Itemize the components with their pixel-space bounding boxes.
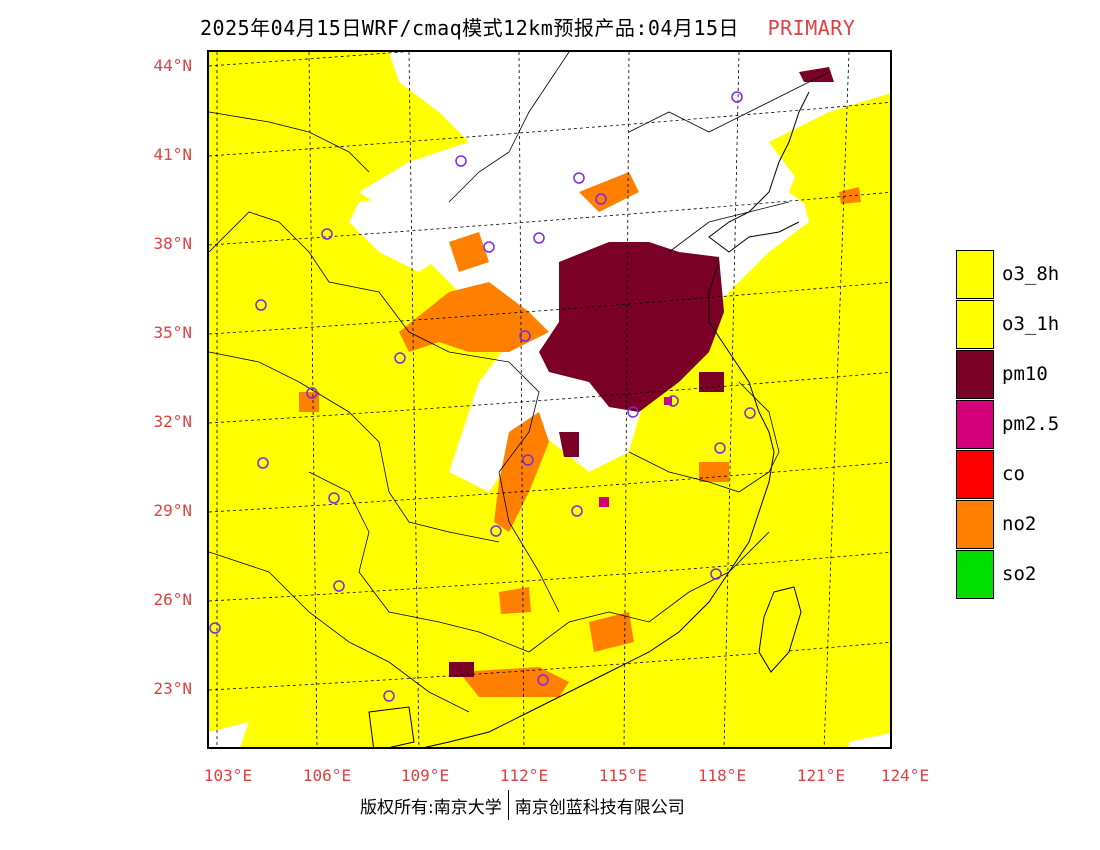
station-marker xyxy=(255,299,267,311)
legend-label: o3_1h xyxy=(1002,313,1060,335)
clean-area-se xyxy=(849,732,890,747)
lat-label-32: 32°N xyxy=(153,412,192,431)
copyright-left: 版权所有:南京大学 xyxy=(360,797,502,818)
station-marker xyxy=(744,407,756,419)
lat-label-26: 26°N xyxy=(153,590,192,609)
legend-label: no2 xyxy=(1002,513,1037,535)
no2-area-1 xyxy=(399,282,549,352)
legend-swatch xyxy=(956,299,994,349)
station-marker xyxy=(328,492,340,504)
station-marker xyxy=(573,172,585,184)
station-marker xyxy=(595,193,607,205)
lon-label-121: 121°E xyxy=(796,766,846,785)
lat-label-38: 38°N xyxy=(153,234,192,253)
footer-divider xyxy=(507,790,509,820)
legend-label: pm10 xyxy=(1002,363,1048,385)
lat-label-44: 44°N xyxy=(153,56,192,75)
pm10-area-main xyxy=(539,242,724,412)
lon-label-103: 103°E xyxy=(203,766,253,785)
clean-area-west xyxy=(349,192,449,272)
clean-area-sw xyxy=(209,722,249,747)
lat-label-41: 41°N xyxy=(153,145,192,164)
pm10-area-south xyxy=(559,432,579,457)
legend-swatch xyxy=(956,249,994,299)
lon-label-109: 109°E xyxy=(400,766,450,785)
legend-label: so2 xyxy=(1002,563,1037,585)
coastline xyxy=(424,91,810,747)
title-text: 2025年04月15日WRF/cmaq模式12km预报产品:04月15日 xyxy=(200,16,740,40)
no2-area-2 xyxy=(449,232,489,272)
no2-area-3 xyxy=(494,412,549,532)
station-marker xyxy=(667,395,679,407)
no2-areas xyxy=(299,172,861,697)
legend-label: co xyxy=(1002,463,1025,485)
station-marker xyxy=(333,580,345,592)
legend-swatch xyxy=(956,499,994,549)
legend-swatch xyxy=(956,449,994,499)
station-marker xyxy=(209,622,221,634)
legend-label: o3_8h xyxy=(1002,263,1060,285)
title-tag: PRIMARY xyxy=(767,16,856,40)
lat-label-35: 35°N xyxy=(153,323,192,342)
legend-swatch xyxy=(956,349,994,399)
legend-item-so2: so2 xyxy=(956,549,1059,599)
station-marker xyxy=(571,505,583,517)
station-marker xyxy=(257,457,269,469)
legend-label: pm2.5 xyxy=(1002,413,1060,435)
pollutant-map xyxy=(207,50,892,749)
station-markers xyxy=(209,91,756,702)
legend-swatch xyxy=(956,549,994,599)
station-marker xyxy=(537,674,549,686)
station-marker xyxy=(533,232,545,244)
lat-label-23: 23°N xyxy=(153,679,192,698)
station-marker xyxy=(394,352,406,364)
station-marker xyxy=(321,228,333,240)
station-marker xyxy=(714,442,726,454)
no2-area-7 xyxy=(699,462,729,482)
no2-area-4 xyxy=(459,667,569,697)
station-marker xyxy=(483,241,495,253)
legend-item-no2: no2 xyxy=(956,499,1059,549)
o3-area-northeast xyxy=(789,113,890,222)
station-marker xyxy=(455,155,467,167)
legend: o3_8h o3_1h pm10 pm2.5 co no2 so2 xyxy=(956,249,1059,599)
graticule xyxy=(209,52,890,747)
legend-item-co: co xyxy=(956,449,1059,499)
no2-area-5 xyxy=(579,172,639,212)
map-title: 2025年04月15日WRF/cmaq模式12km预报产品:04月15日 PRI… xyxy=(200,12,855,41)
pm25-patch-1 xyxy=(599,497,609,507)
legend-swatch xyxy=(956,399,994,449)
station-marker xyxy=(490,525,502,537)
lon-label-112: 112°E xyxy=(499,766,549,785)
pm10-area-east xyxy=(699,372,724,392)
lon-label-118: 118°E xyxy=(697,766,747,785)
station-marker xyxy=(627,406,639,418)
copyright-right: 南京创蓝科技有限公司 xyxy=(514,797,685,818)
legend-item-pm10: pm10 xyxy=(956,349,1059,399)
lon-label-124: 124°E xyxy=(880,766,930,785)
pm10-area-ne xyxy=(799,67,834,82)
no2-area-9 xyxy=(499,587,531,614)
lat-label-29: 29°N xyxy=(153,501,192,520)
station-marker xyxy=(383,690,395,702)
station-marker xyxy=(731,91,743,103)
station-marker xyxy=(522,454,534,466)
no2-area-10 xyxy=(589,612,634,652)
legend-item-o3-1h: o3_1h xyxy=(956,299,1059,349)
map-canvas xyxy=(209,52,890,747)
station-marker xyxy=(519,330,531,342)
lon-label-115: 115°E xyxy=(598,766,648,785)
legend-item-pm25: pm2.5 xyxy=(956,399,1059,449)
taiwan xyxy=(758,586,802,673)
legend-item-o3-8h: o3_8h xyxy=(956,249,1059,299)
station-marker xyxy=(306,387,318,399)
copyright-footer: 版权所有:南京大学 南京创蓝科技有限公司 xyxy=(360,790,685,820)
lon-label-106: 106°E xyxy=(302,766,352,785)
hainan xyxy=(368,706,415,747)
station-marker xyxy=(710,568,722,580)
pm10-area-sw xyxy=(449,662,474,677)
